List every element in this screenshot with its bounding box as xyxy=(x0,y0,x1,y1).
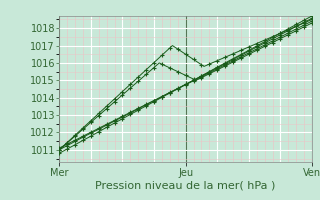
X-axis label: Pression niveau de la mer( hPa ): Pression niveau de la mer( hPa ) xyxy=(95,180,276,190)
